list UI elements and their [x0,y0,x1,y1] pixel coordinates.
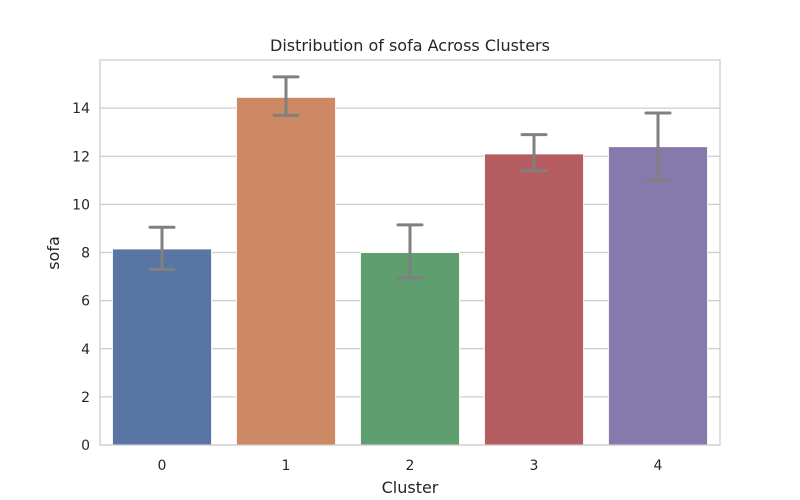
bar-cluster-4 [607,146,709,446]
x-axis-label: Cluster [382,478,439,497]
bar-cluster-0 [111,248,213,446]
error-bars [148,75,672,280]
y-tick-label: 8 [81,246,90,262]
bar-cluster-1 [235,96,337,446]
x-tick-label: 0 [158,458,167,474]
y-tick-label: 12 [72,149,90,165]
y-tick-label: 2 [81,390,90,406]
plot-frame [99,59,721,446]
x-tick-labels: 0 1 2 3 4 [158,458,663,474]
x-tick-label: 1 [282,458,291,474]
chart-title: Distribution of sofa Across Clusters [270,36,550,55]
x-tick-label: 3 [530,458,539,474]
y-tick-labels: 0 2 4 6 8 10 12 14 [72,101,90,454]
y-axis-label: sofa [44,236,63,270]
bars [111,96,709,446]
x-tick-label: 2 [406,458,415,474]
bar-cluster-2 [359,252,461,446]
y-tick-label: 0 [81,438,90,454]
x-tick-label: 4 [654,458,663,474]
y-tick-label: 6 [81,294,90,310]
bar-cluster-3 [483,153,585,446]
y-tick-label: 4 [81,342,90,358]
y-tick-label: 10 [72,197,90,213]
y-tick-label: 14 [72,101,90,117]
